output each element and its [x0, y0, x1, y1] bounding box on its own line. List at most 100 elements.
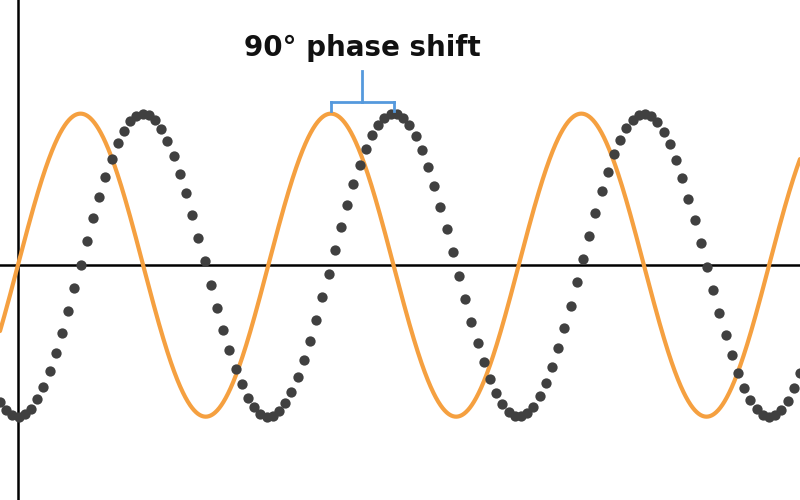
- Point: [762, 412, 775, 420]
- Point: [446, 248, 459, 256]
- Point: [106, 154, 118, 162]
- Point: [620, 124, 633, 132]
- Point: [142, 111, 155, 119]
- Point: [86, 214, 99, 222]
- Point: [279, 399, 292, 407]
- Point: [6, 411, 19, 419]
- Point: [533, 392, 546, 400]
- Point: [787, 384, 800, 392]
- Point: [750, 406, 763, 413]
- Point: [341, 200, 354, 208]
- Point: [602, 168, 614, 176]
- Point: [397, 114, 410, 122]
- Point: [273, 407, 286, 415]
- Point: [354, 161, 366, 169]
- Point: [0, 406, 13, 414]
- Point: [304, 337, 317, 345]
- Point: [366, 131, 378, 139]
- Point: [726, 351, 738, 359]
- Point: [62, 307, 74, 315]
- Text: 90° phase shift: 90° phase shift: [244, 34, 481, 62]
- Point: [291, 374, 304, 382]
- Point: [453, 272, 466, 280]
- Point: [198, 257, 211, 265]
- Point: [564, 302, 577, 310]
- Point: [68, 284, 81, 292]
- Point: [514, 412, 527, 420]
- Point: [192, 234, 205, 241]
- Point: [794, 370, 800, 378]
- Point: [694, 240, 707, 248]
- Point: [403, 122, 416, 130]
- Point: [465, 318, 478, 326]
- Point: [334, 223, 347, 231]
- Point: [223, 346, 236, 354]
- Point: [254, 410, 267, 418]
- Point: [260, 412, 273, 420]
- Point: [676, 174, 689, 182]
- Point: [155, 125, 168, 133]
- Point: [706, 286, 719, 294]
- Point: [527, 402, 540, 410]
- Point: [235, 380, 248, 388]
- Point: [111, 139, 124, 147]
- Point: [50, 349, 62, 357]
- Point: [174, 170, 186, 177]
- Point: [161, 137, 174, 145]
- Point: [372, 120, 385, 128]
- Point: [136, 110, 149, 118]
- Point: [570, 278, 583, 286]
- Point: [43, 368, 56, 376]
- Point: [682, 194, 694, 202]
- Point: [180, 190, 193, 198]
- Point: [149, 116, 162, 124]
- Point: [719, 331, 732, 339]
- Point: [93, 192, 106, 200]
- Point: [713, 310, 726, 318]
- Point: [378, 114, 391, 122]
- Point: [688, 216, 701, 224]
- Point: [217, 326, 230, 334]
- Point: [415, 146, 428, 154]
- Point: [359, 144, 372, 152]
- Point: [18, 410, 31, 418]
- Point: [589, 209, 602, 217]
- Point: [607, 150, 620, 158]
- Point: [781, 396, 794, 404]
- Point: [210, 304, 223, 312]
- Point: [663, 140, 676, 148]
- Point: [56, 329, 69, 337]
- Point: [99, 172, 112, 180]
- Point: [124, 118, 137, 126]
- Point: [25, 404, 38, 412]
- Point: [552, 344, 565, 352]
- Point: [316, 293, 329, 301]
- Point: [12, 412, 25, 420]
- Point: [614, 136, 626, 144]
- Point: [582, 232, 595, 239]
- Point: [539, 379, 552, 387]
- Point: [775, 406, 788, 413]
- Point: [756, 411, 769, 419]
- Point: [626, 116, 639, 124]
- Point: [744, 396, 757, 404]
- Point: [670, 156, 682, 164]
- Point: [130, 112, 143, 120]
- Point: [230, 364, 242, 372]
- Point: [118, 126, 130, 134]
- Point: [37, 382, 50, 390]
- Point: [428, 182, 441, 190]
- Point: [329, 246, 342, 254]
- Point: [74, 261, 87, 269]
- Point: [458, 295, 471, 303]
- Point: [167, 152, 180, 160]
- Point: [248, 404, 261, 411]
- Point: [496, 400, 509, 408]
- Point: [186, 211, 198, 219]
- Point: [298, 356, 310, 364]
- Point: [645, 112, 658, 120]
- Point: [478, 358, 490, 366]
- Point: [651, 118, 664, 126]
- Point: [81, 238, 94, 246]
- Point: [242, 394, 254, 402]
